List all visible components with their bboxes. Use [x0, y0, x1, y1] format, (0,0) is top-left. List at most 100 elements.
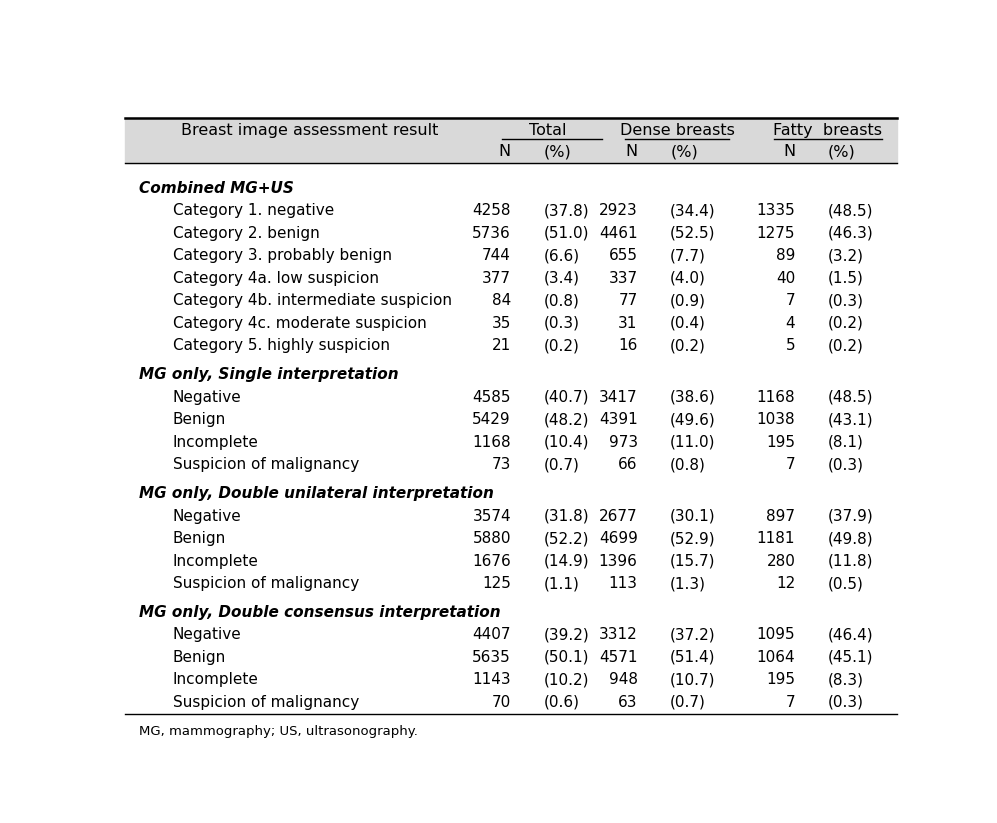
Text: (0.8): (0.8)	[670, 458, 706, 472]
Text: 4571: 4571	[599, 650, 638, 665]
Text: (14.9): (14.9)	[543, 554, 589, 569]
Text: N: N	[498, 145, 510, 160]
Text: Total: Total	[529, 123, 567, 138]
Text: (15.7): (15.7)	[670, 554, 716, 569]
Text: (43.1): (43.1)	[828, 412, 873, 427]
Text: (0.4): (0.4)	[670, 316, 706, 331]
Text: (0.3): (0.3)	[828, 695, 863, 710]
Text: (48.5): (48.5)	[828, 203, 873, 218]
Text: 1275: 1275	[757, 226, 796, 241]
Text: Breast image assessment result: Breast image assessment result	[181, 123, 439, 138]
Text: MG only, Double consensus interpretation: MG only, Double consensus interpretation	[139, 605, 500, 620]
Text: 5: 5	[786, 338, 796, 353]
Text: 377: 377	[482, 271, 510, 286]
Text: 3574: 3574	[473, 509, 510, 523]
Text: 280: 280	[767, 554, 796, 569]
Text: 973: 973	[608, 435, 638, 449]
Text: 4: 4	[786, 316, 796, 331]
Text: 5736: 5736	[473, 226, 510, 241]
Text: (0.5): (0.5)	[828, 576, 863, 591]
Text: (0.6): (0.6)	[543, 695, 579, 710]
Text: 1335: 1335	[757, 203, 796, 218]
Text: (11.8): (11.8)	[828, 554, 873, 569]
Text: 5635: 5635	[473, 650, 510, 665]
Text: 195: 195	[767, 672, 796, 687]
Text: (30.1): (30.1)	[670, 509, 716, 523]
Text: Negative: Negative	[172, 390, 241, 405]
Text: (37.2): (37.2)	[670, 627, 716, 643]
Text: Category 4c. moderate suspicion: Category 4c. moderate suspicion	[172, 316, 427, 331]
Text: (0.2): (0.2)	[543, 338, 579, 353]
Text: 4585: 4585	[473, 390, 510, 405]
Text: 70: 70	[492, 695, 510, 710]
Text: (%): (%)	[828, 145, 855, 160]
Text: (3.2): (3.2)	[828, 249, 863, 263]
Text: N: N	[625, 145, 638, 160]
Text: 31: 31	[618, 316, 638, 331]
Text: Category 2. benign: Category 2. benign	[172, 226, 319, 241]
Text: 4258: 4258	[473, 203, 510, 218]
Text: (52.5): (52.5)	[670, 226, 716, 241]
Text: (0.2): (0.2)	[828, 316, 863, 331]
Text: (1.3): (1.3)	[670, 576, 706, 591]
Text: (0.7): (0.7)	[670, 695, 706, 710]
Text: 897: 897	[767, 509, 796, 523]
Text: 7: 7	[786, 695, 796, 710]
Text: (49.6): (49.6)	[670, 412, 716, 427]
Text: 948: 948	[609, 672, 638, 687]
Text: 1396: 1396	[599, 554, 638, 569]
Text: Negative: Negative	[172, 509, 241, 523]
Text: (0.2): (0.2)	[670, 338, 706, 353]
Text: Category 3. probably benign: Category 3. probably benign	[172, 249, 392, 263]
Text: 40: 40	[776, 271, 796, 286]
Text: MG only, Single interpretation: MG only, Single interpretation	[139, 367, 398, 382]
Text: 1168: 1168	[757, 390, 796, 405]
Text: MG only, Double unilateral interpretation: MG only, Double unilateral interpretatio…	[139, 486, 494, 501]
Text: 4699: 4699	[599, 531, 638, 546]
Text: (0.7): (0.7)	[543, 458, 579, 472]
Text: 2677: 2677	[599, 509, 638, 523]
Text: 1038: 1038	[757, 412, 796, 427]
Text: 655: 655	[609, 249, 638, 263]
Text: Category 4b. intermediate suspicion: Category 4b. intermediate suspicion	[172, 294, 452, 309]
Text: (1.1): (1.1)	[543, 576, 579, 591]
Text: 77: 77	[618, 294, 638, 309]
Text: 21: 21	[492, 338, 510, 353]
Text: (40.7): (40.7)	[543, 390, 589, 405]
Text: Suspicion of malignancy: Suspicion of malignancy	[172, 576, 359, 591]
Text: (1.5): (1.5)	[828, 271, 863, 286]
Text: 63: 63	[618, 695, 638, 710]
Text: (6.6): (6.6)	[543, 249, 579, 263]
Text: 1064: 1064	[757, 650, 796, 665]
Text: 7: 7	[786, 458, 796, 472]
Text: 73: 73	[492, 458, 510, 472]
Text: (48.2): (48.2)	[543, 412, 589, 427]
Text: 89: 89	[776, 249, 796, 263]
Text: 1143: 1143	[473, 672, 510, 687]
Text: (4.0): (4.0)	[670, 271, 706, 286]
Text: Incomplete: Incomplete	[172, 554, 258, 569]
Text: Category 1. negative: Category 1. negative	[172, 203, 334, 218]
Text: 1181: 1181	[757, 531, 796, 546]
Text: Benign: Benign	[172, 412, 225, 427]
Text: 4407: 4407	[473, 627, 510, 643]
Text: (11.0): (11.0)	[670, 435, 716, 449]
Text: (0.9): (0.9)	[670, 294, 706, 309]
Text: 66: 66	[618, 458, 638, 472]
Text: 337: 337	[608, 271, 638, 286]
Text: Benign: Benign	[172, 531, 225, 546]
Text: 3312: 3312	[599, 627, 638, 643]
Text: (0.8): (0.8)	[543, 294, 579, 309]
Text: 35: 35	[492, 316, 510, 331]
Text: 2923: 2923	[599, 203, 638, 218]
Text: N: N	[784, 145, 796, 160]
Text: (50.1): (50.1)	[543, 650, 589, 665]
Text: (52.9): (52.9)	[670, 531, 716, 546]
Text: 5880: 5880	[473, 531, 510, 546]
Text: Incomplete: Incomplete	[172, 672, 258, 687]
Text: 5429: 5429	[473, 412, 510, 427]
Text: (37.8): (37.8)	[543, 203, 589, 218]
Text: (34.4): (34.4)	[670, 203, 716, 218]
Text: Category 5. highly suspicion: Category 5. highly suspicion	[172, 338, 390, 353]
Text: (39.2): (39.2)	[543, 627, 589, 643]
